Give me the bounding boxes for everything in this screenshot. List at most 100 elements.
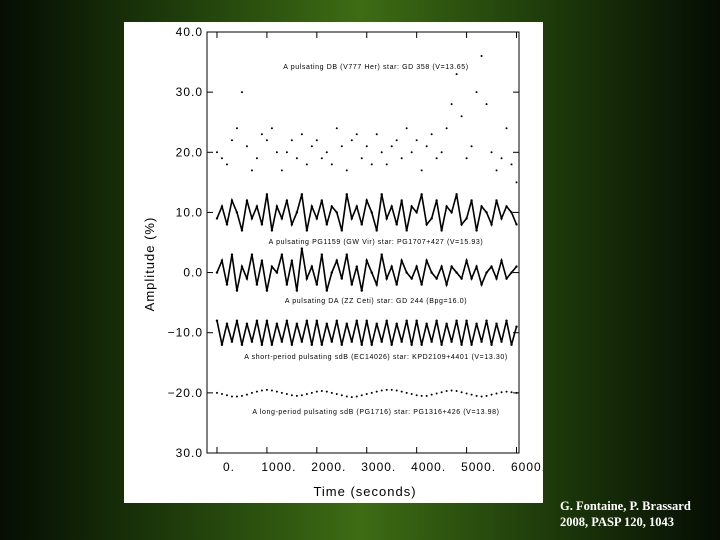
x-tick-label: 2000. [311,460,346,474]
data-point [325,289,329,292]
data-point [355,265,358,268]
data-point [455,390,458,393]
data-point [375,229,378,232]
data-point [255,283,259,286]
data-point [265,289,269,292]
data-point [245,322,249,325]
data-point [490,223,493,226]
data-point [310,265,314,268]
y-tick-label: 30.0 [176,446,203,460]
data-point [445,127,448,130]
data-point [260,133,263,136]
data-point [280,169,283,172]
data-point [470,393,473,396]
data-point [500,259,503,262]
data-point [490,265,493,268]
data-point [430,133,433,136]
data-point [495,169,498,172]
data-point [365,199,368,202]
data-point [395,283,398,286]
data-point [265,193,269,196]
data-point [445,283,448,286]
data-point [350,217,353,220]
data-point [365,145,368,148]
data-point [340,277,343,280]
data-point [305,393,308,396]
data-point [495,199,498,202]
data-point [325,322,329,325]
data-point [250,253,254,256]
data-point [335,259,338,262]
data-point [290,259,294,262]
data-point [470,343,473,346]
data-point [405,271,408,274]
data-point [510,391,513,394]
data-point [395,389,398,392]
data-point [460,223,463,226]
data-point [320,390,323,393]
data-point [380,253,383,256]
data-point [485,319,488,322]
data-point [480,395,483,398]
data-point [505,277,508,280]
data-point [335,211,338,214]
y-tick-label: 20.0 [176,145,203,159]
data-point [360,157,363,160]
data-point [355,395,358,398]
data-point [490,151,493,154]
data-point [380,193,383,196]
data-point [235,395,238,398]
data-point [425,223,428,226]
data-point [220,259,224,262]
data-point [225,223,229,226]
data-point [285,283,289,286]
data-point [435,277,438,280]
data-point [315,283,319,286]
data-point [255,157,258,160]
data-point [270,229,274,232]
data-point [430,340,433,343]
credit: G. Fontaine, P. Brassard 2008, PASP 120,… [560,498,691,530]
data-point [325,223,329,226]
data-point [450,389,453,392]
data-point [335,319,338,322]
data-point [440,343,443,346]
data-point [275,271,279,274]
data-point [395,223,398,226]
data-point [410,151,413,154]
data-point [345,395,348,398]
data-point [465,157,468,160]
data-point [280,340,284,343]
data-point [275,205,279,208]
data-point [370,391,373,394]
data-point [230,139,233,142]
data-point [230,340,234,343]
data-point [415,211,418,214]
data-point [285,199,289,202]
data-point [505,127,508,130]
data-point [320,343,324,346]
data-point [260,259,264,262]
data-point [325,390,328,393]
data-point [340,229,343,232]
data-point [440,151,443,154]
data-point [330,271,333,274]
data-point [375,283,378,286]
data-point [465,259,468,262]
data-point [445,205,448,208]
data-point [230,199,234,202]
light-curve [216,248,518,291]
data-point [250,169,253,172]
data-point [285,151,288,154]
annotation: A long-period pulsating sdB (PG1716) sta… [252,409,499,416]
data-point [350,340,353,343]
data-point [290,139,293,142]
annotation: A pulsating DB (V777 Her) star: GD 358 (… [283,64,468,71]
data-point [280,217,284,220]
data-point [485,103,488,106]
data-point [485,271,488,274]
data-point [495,322,498,325]
y-axis-label: Amplitude (%) [142,217,157,312]
data-point [230,395,233,398]
